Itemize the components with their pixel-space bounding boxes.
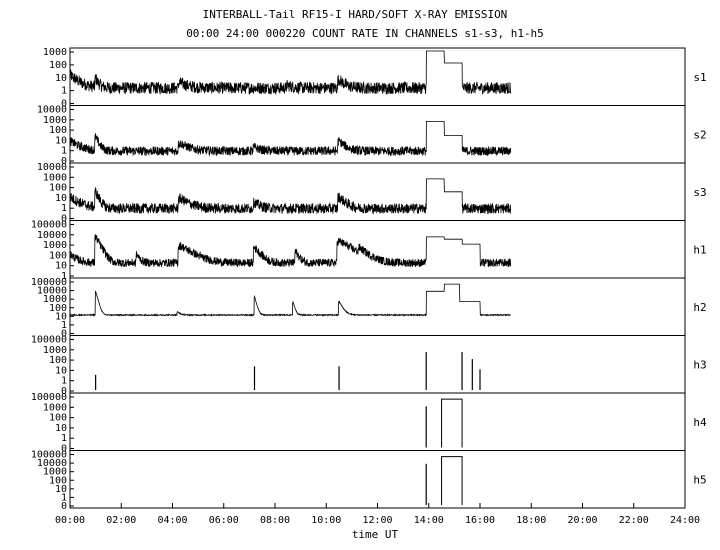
y-tick-label: 10000 <box>37 105 67 116</box>
y-tick-label: 0 <box>61 386 67 397</box>
y-tick-label: 1 <box>61 203 67 214</box>
y-tick-label: 1 <box>61 86 67 97</box>
series-line-s2 <box>69 121 512 157</box>
y-tick-label: 100 <box>49 303 67 314</box>
y-tick-label: 0 <box>61 501 67 512</box>
y-tick-label: 100000 <box>31 392 67 403</box>
x-tick-label: 14:00 <box>414 515 444 526</box>
y-tick-label: 10000 <box>37 230 67 241</box>
x-axis-label: time UT <box>352 528 399 541</box>
y-tick-label: 100 <box>49 355 67 366</box>
y-tick-label: 10 <box>55 261 67 272</box>
y-tick-label: 10 <box>55 193 67 204</box>
y-tick-label: 10 <box>55 73 67 84</box>
y-tick-label: 0 <box>61 444 67 455</box>
y-tick-label: 0 <box>61 214 67 225</box>
y-tick-label: 1 <box>61 376 67 387</box>
series-line-h1 <box>69 234 512 268</box>
y-tick-label: 10 <box>55 484 67 495</box>
chart-title: INTERBALL-Tail RF15-I HARD/SOFT X-RAY EM… <box>203 8 508 21</box>
plateau-h4 <box>441 398 463 448</box>
panel-frame <box>69 47 686 106</box>
panel-name: h4 <box>693 416 707 429</box>
y-tick-label: 10 <box>55 423 67 434</box>
y-tick-label: 1000 <box>43 345 67 356</box>
panel-frame <box>69 335 686 394</box>
y-tick-label: 10000 <box>37 286 67 297</box>
panel-name: h5 <box>693 473 706 486</box>
x-tick-label: 20:00 <box>567 515 597 526</box>
panels: 10001001010s11000010001001010s2100001000… <box>31 47 707 512</box>
x-tick-label: 10:00 <box>311 515 341 526</box>
y-tick-label: 100000 <box>31 277 67 288</box>
panel-name: h3 <box>693 358 706 371</box>
y-tick-label: 1000 <box>43 172 67 183</box>
y-tick-label: 0 <box>61 156 67 167</box>
y-tick-label: 100 <box>49 183 67 194</box>
panel-frame <box>69 450 686 509</box>
y-tick-label: 0 <box>61 99 67 110</box>
panel-frame <box>69 220 686 279</box>
series-line-s1 <box>69 50 512 96</box>
panel-name: s2 <box>693 128 706 141</box>
series-line-h2 <box>69 283 511 317</box>
plateau-h5 <box>441 456 463 505</box>
x-tick-label: 08:00 <box>260 515 290 526</box>
y-tick-label: 100 <box>49 250 67 261</box>
y-tick-label: 100000 <box>31 335 67 346</box>
y-tick-label: 10 <box>55 365 67 376</box>
panel-name: h1 <box>693 243 706 256</box>
x-tick-label: 00:00 <box>55 515 85 526</box>
x-tick-label: 18:00 <box>516 515 546 526</box>
series-line-s3 <box>69 178 512 215</box>
y-tick-label: 100000 <box>31 450 67 461</box>
panel-name: s1 <box>693 71 706 84</box>
y-tick-label: 1 <box>61 271 67 282</box>
y-tick-label: 10000 <box>37 162 67 173</box>
y-tick-label: 100 <box>49 475 67 486</box>
x-tick-label: 06:00 <box>209 515 239 526</box>
y-tick-label: 1000 <box>43 240 67 251</box>
y-tick-label: 1 <box>61 320 67 331</box>
y-tick-label: 100000 <box>31 220 67 231</box>
y-tick-label: 1000 <box>43 402 67 413</box>
y-tick-label: 100 <box>49 125 67 136</box>
y-tick-label: 1000 <box>43 47 67 58</box>
y-tick-label: 1 <box>61 492 67 503</box>
y-tick-label: 10000 <box>37 458 67 469</box>
x-tick-label: 12:00 <box>362 515 392 526</box>
y-tick-label: 10 <box>55 311 67 322</box>
x-axis: 00:00 02:00 04:00 06:00 08:00 10:00 12:00 14:00… <box>55 503 700 526</box>
x-tick-label: 22:00 <box>619 515 649 526</box>
y-tick-label: 1000 <box>43 294 67 305</box>
panel-name: h2 <box>693 301 706 314</box>
y-tick-label: 10 <box>55 135 67 146</box>
y-tick-label: 1 <box>61 146 67 157</box>
x-tick-label: 04:00 <box>157 515 187 526</box>
x-tick-label: 16:00 <box>465 515 495 526</box>
y-tick-label: 0 <box>61 329 67 340</box>
y-tick-label: 100 <box>49 413 67 424</box>
x-tick-label: 02:00 <box>106 515 136 526</box>
x-tick-label: 24:00 <box>670 515 700 526</box>
panel-frame <box>69 392 686 451</box>
panel-name: s3 <box>693 186 706 199</box>
y-tick-label: 1 <box>61 433 67 444</box>
panel-frame <box>69 277 686 336</box>
chart-subtitle: 00:00 24:00 000220 COUNT RATE IN CHANNEL… <box>186 27 544 40</box>
y-tick-label: 100 <box>49 60 67 71</box>
y-tick-label: 1000 <box>43 115 67 126</box>
y-tick-label: 1000 <box>43 467 67 478</box>
